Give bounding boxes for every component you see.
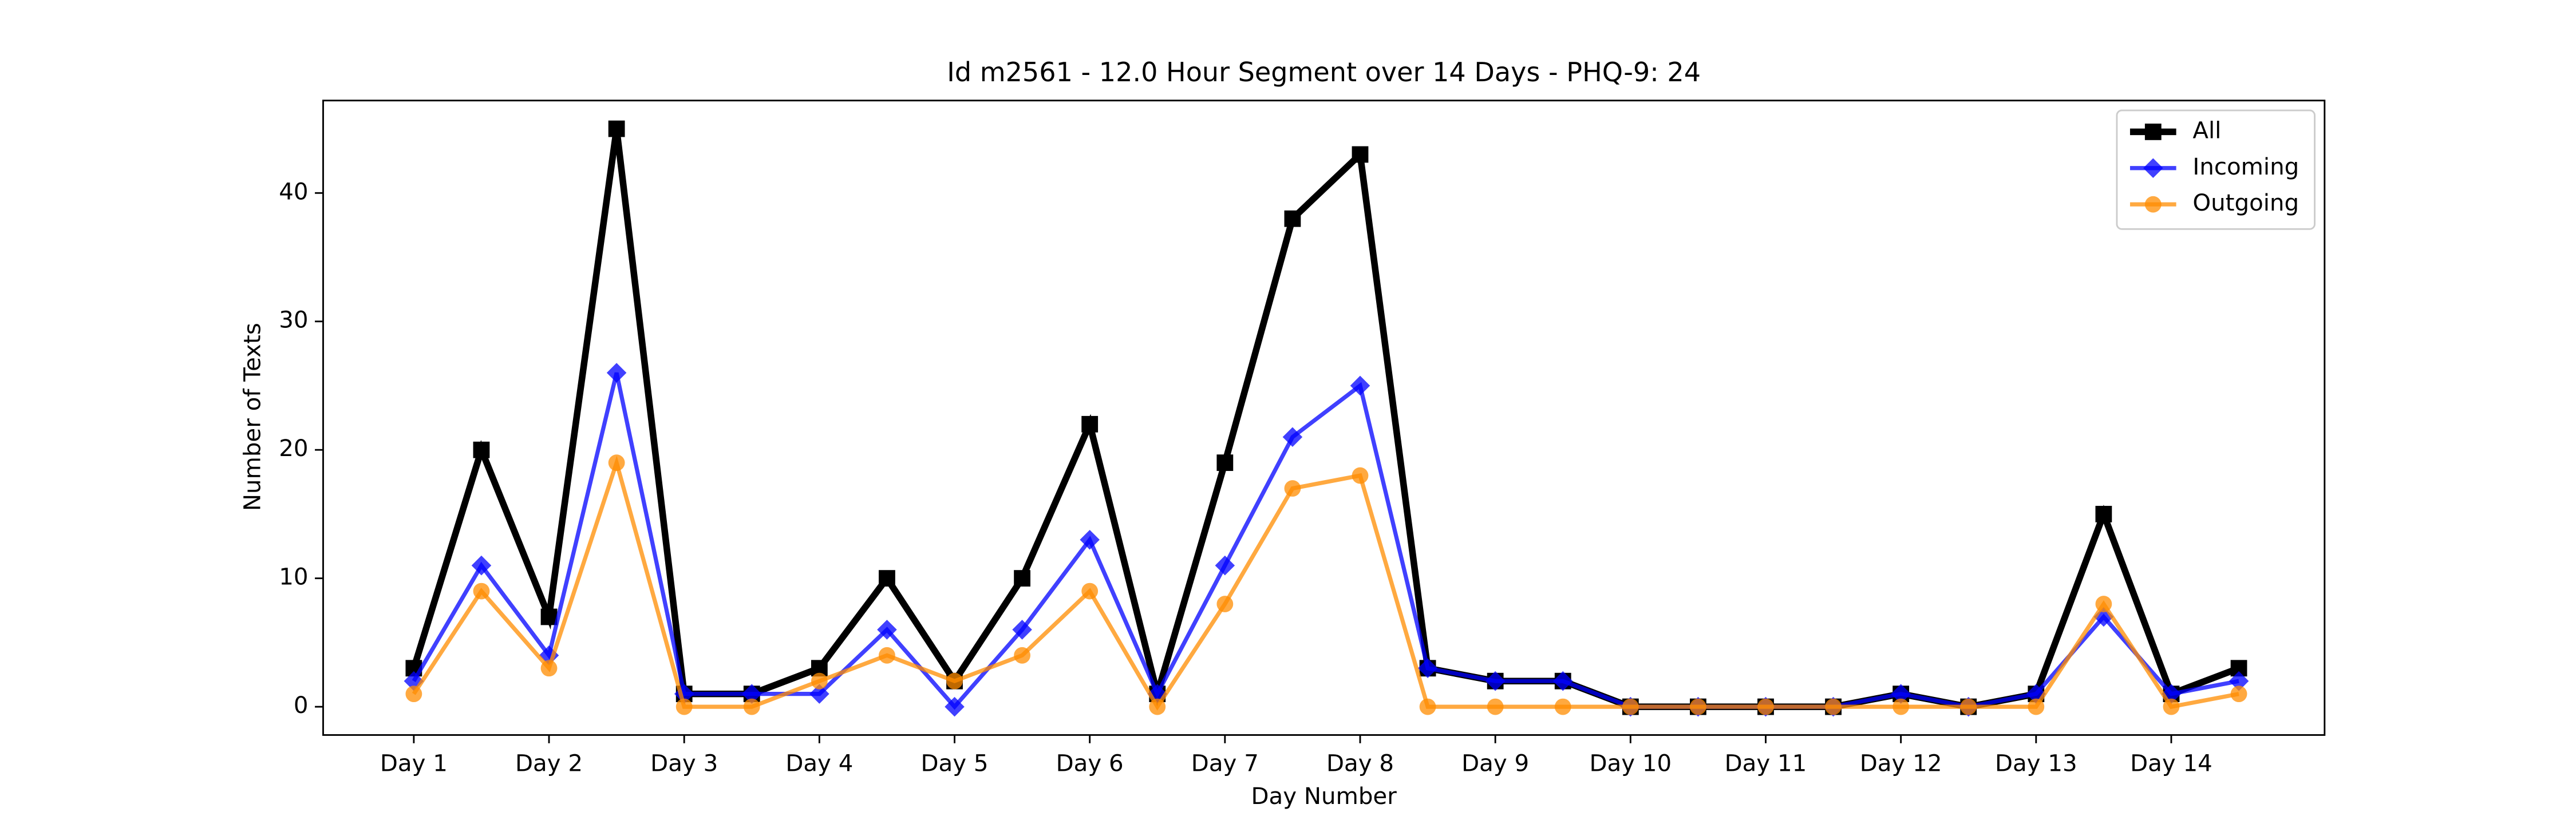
marker — [879, 647, 895, 664]
marker — [879, 570, 895, 587]
marker — [809, 684, 829, 704]
marker — [1014, 570, 1030, 587]
y-tick-label: 40 — [279, 178, 308, 205]
x-tick-label: Day 5 — [920, 750, 988, 777]
marker — [1080, 530, 1100, 550]
legend-marker — [2144, 124, 2162, 140]
marker — [1825, 698, 1842, 715]
marker — [1215, 555, 1235, 576]
marker — [1552, 671, 1573, 691]
marker — [1352, 146, 1369, 163]
marker — [606, 363, 627, 383]
marker — [1417, 658, 1438, 679]
legend-label: Outgoing — [2192, 189, 2299, 216]
marker — [1485, 671, 1506, 691]
legend-label: All — [2192, 117, 2221, 144]
marker — [405, 686, 422, 703]
marker — [1419, 698, 1436, 715]
marker — [1081, 415, 1099, 433]
marker — [1352, 467, 1369, 484]
x-tick-label: Day 10 — [1589, 750, 1672, 777]
x-axis-label: Day Number — [1251, 783, 1397, 810]
marker — [1690, 698, 1706, 715]
y-tick-label: 20 — [279, 435, 308, 462]
series-line — [412, 372, 2239, 710]
x-tick-label: Day 6 — [1056, 750, 1124, 777]
series-line — [412, 455, 2239, 711]
x-tick-label: Day 7 — [1191, 750, 1259, 777]
marker — [742, 684, 762, 704]
marker — [608, 454, 625, 472]
x-tick-label: Day 12 — [1860, 750, 1942, 777]
x-tick-label: Day 11 — [1725, 750, 1807, 777]
marker — [945, 696, 965, 717]
marker — [1216, 454, 1234, 472]
marker — [1014, 647, 1030, 664]
x-tick-label: Day 9 — [1461, 750, 1529, 777]
marker — [540, 608, 558, 625]
plot-frame — [322, 100, 2326, 736]
marker — [1622, 698, 1639, 715]
marker — [2095, 506, 2112, 522]
marker — [877, 620, 897, 640]
marker — [608, 120, 625, 137]
x-tick-label: Day 2 — [515, 750, 583, 777]
marker — [2028, 698, 2045, 715]
marker — [1891, 684, 1911, 704]
chart-title: Id m2561 - 12.0 Hour Segment over 14 Day… — [947, 57, 1701, 88]
y-tick-label: 10 — [279, 564, 308, 591]
y-axis-label: Number of Texts — [239, 323, 266, 511]
y-tick-label: 0 — [294, 692, 309, 719]
marker — [471, 555, 492, 576]
marker — [1282, 427, 1303, 447]
x-tick-label: Day 14 — [2130, 750, 2212, 777]
legend-label: Incoming — [2192, 153, 2299, 180]
marker — [1012, 620, 1032, 640]
marker — [1284, 210, 1301, 227]
marker — [2095, 596, 2112, 612]
marker — [1216, 596, 1234, 612]
marker — [1960, 698, 1977, 715]
marker — [1487, 698, 1504, 715]
marker — [473, 441, 490, 458]
x-tick-label: Day 1 — [380, 750, 448, 777]
x-tick-label: Day 3 — [650, 750, 718, 777]
marker — [1081, 583, 1099, 600]
marker — [1893, 698, 1910, 715]
marker — [1554, 698, 1571, 715]
marker — [2229, 671, 2249, 691]
marker — [1149, 698, 1166, 715]
y-tick-label: 30 — [279, 307, 308, 334]
marker — [473, 583, 490, 600]
x-tick-label: Day 8 — [1326, 750, 1394, 777]
marker — [540, 660, 558, 677]
marker — [2163, 698, 2180, 715]
marker — [743, 698, 760, 715]
legend-box — [2116, 109, 2316, 230]
marker — [811, 672, 828, 690]
x-tick-label: Day 4 — [785, 750, 853, 777]
marker — [1757, 698, 1774, 715]
marker — [675, 698, 693, 715]
series-line — [410, 128, 2241, 710]
marker — [2230, 686, 2247, 703]
x-tick-label: Day 13 — [1995, 750, 2077, 777]
marker — [1284, 480, 1301, 497]
legend-marker — [2144, 196, 2162, 213]
marker — [946, 672, 963, 690]
